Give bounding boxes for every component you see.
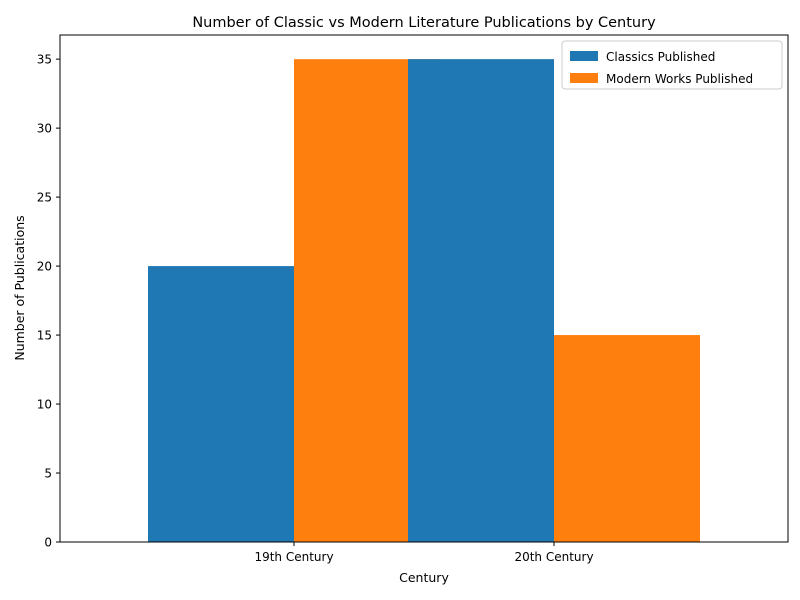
- bar-modern-2: [554, 335, 700, 542]
- bars-group: [148, 59, 700, 543]
- y-tick-label: 30: [37, 122, 52, 136]
- legend-swatch: [570, 51, 598, 61]
- y-tick-label: 20: [37, 260, 52, 274]
- y-axis: 0 5 10 15 20 25 30 35: [37, 53, 60, 550]
- y-axis-label: Number of Publications: [12, 215, 27, 360]
- x-axis-label: Century: [399, 570, 449, 585]
- y-tick-label: 35: [37, 53, 52, 67]
- chart-title: Number of Classic vs Modern Literature P…: [192, 15, 656, 31]
- y-tick-label: 5: [44, 467, 52, 481]
- legend-label: Modern Works Published: [606, 72, 753, 86]
- legend: Classics Published Modern Works Published: [561, 40, 783, 90]
- legend-swatch: [570, 73, 598, 83]
- x-tick-label: 19th Century: [254, 550, 333, 564]
- legend-box: [561, 40, 783, 90]
- y-tick-label: 15: [37, 329, 52, 343]
- plot-frame: [59, 34, 789, 543]
- y-tick-label: 10: [37, 398, 52, 412]
- bar-classics-2: [408, 59, 554, 543]
- y-tick-label: 0: [44, 536, 52, 550]
- x-axis: 19th Century 20th Century: [254, 542, 594, 564]
- bar-classics-1: [148, 266, 294, 542]
- y-tick-label: 25: [37, 191, 52, 205]
- legend-label: Classics Published: [606, 50, 715, 64]
- x-tick-label: 20th Century: [514, 550, 593, 564]
